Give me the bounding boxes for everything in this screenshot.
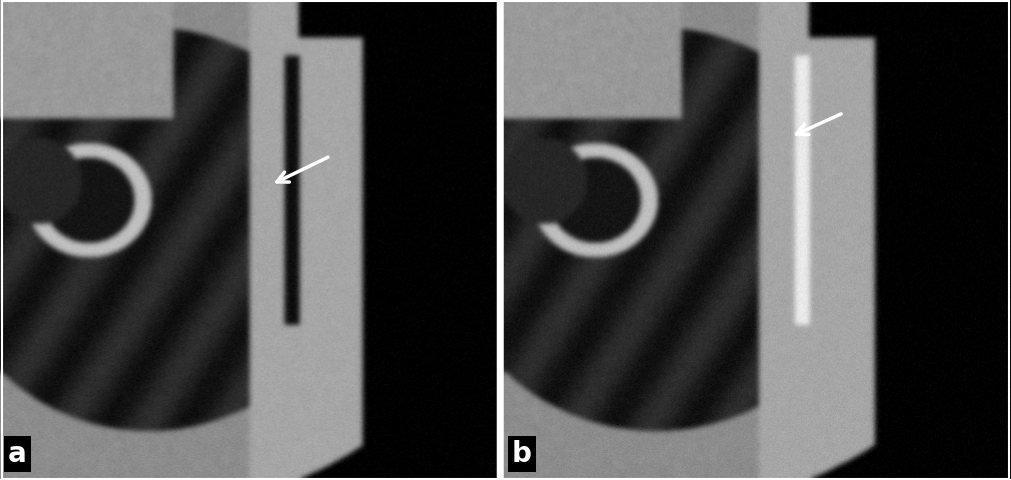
Text: b: b	[512, 440, 532, 468]
Text: a: a	[8, 440, 26, 468]
